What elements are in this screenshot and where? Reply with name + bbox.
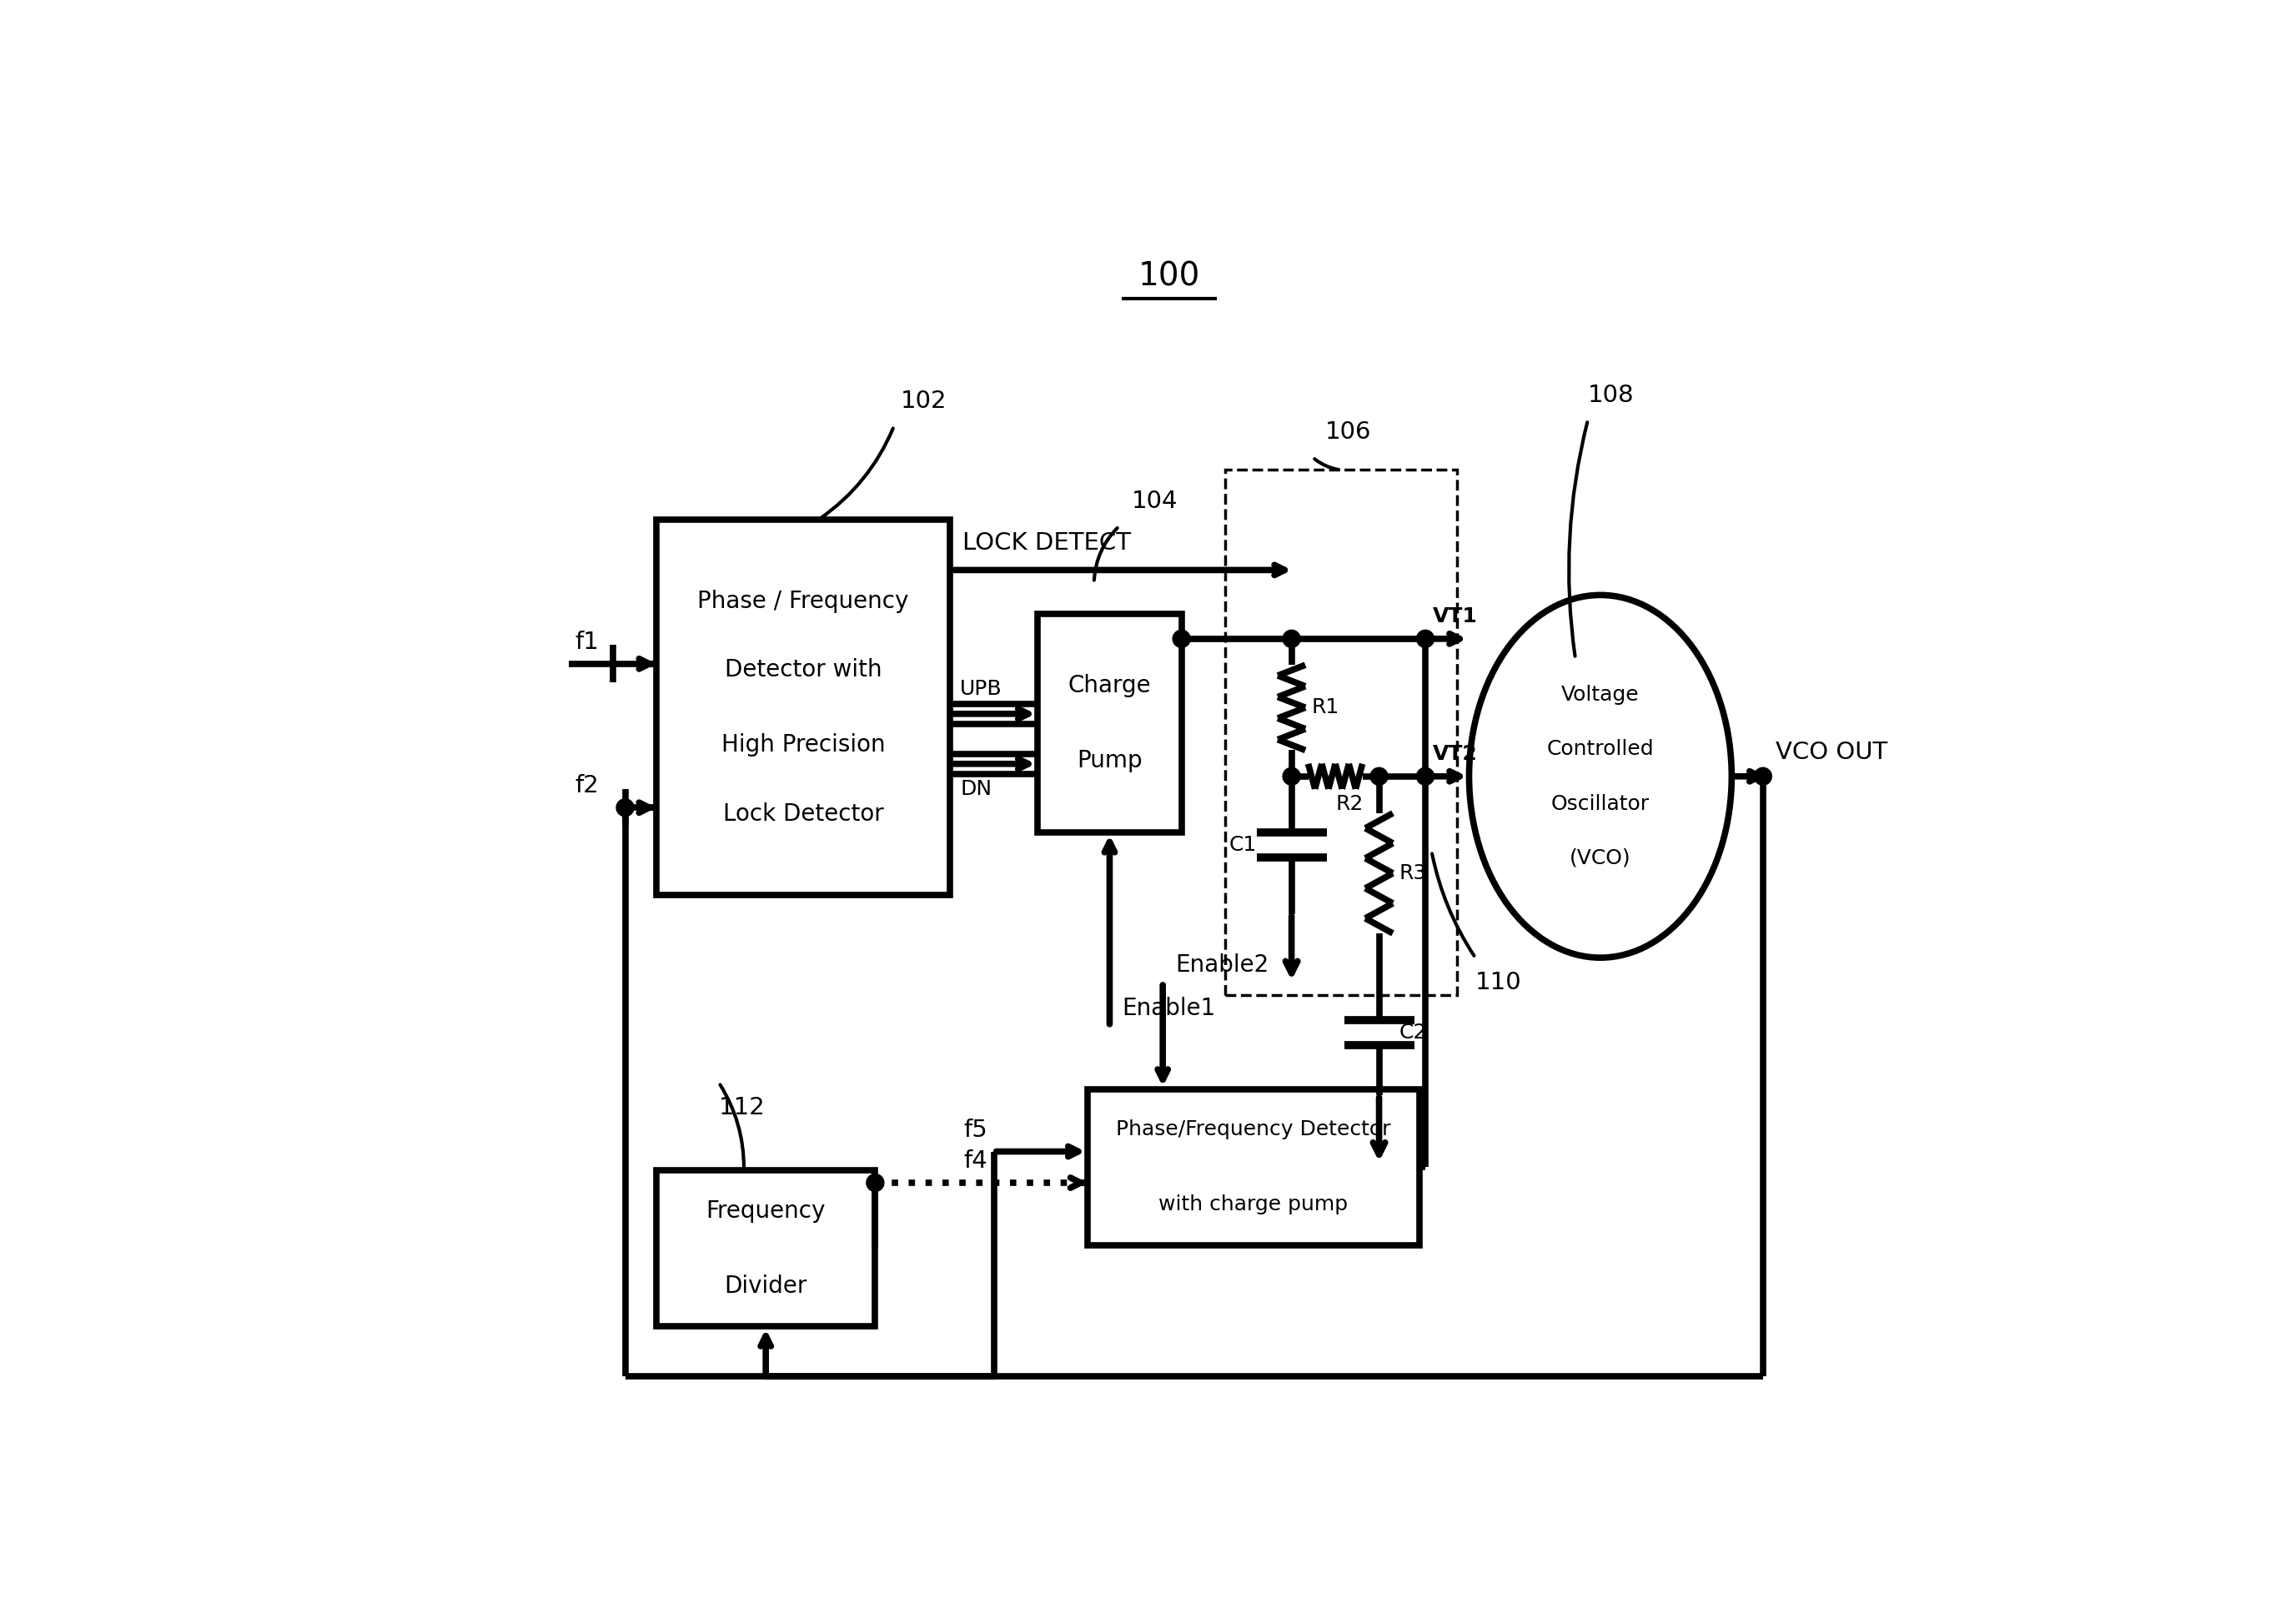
Circle shape bbox=[1282, 630, 1300, 648]
Circle shape bbox=[616, 799, 634, 817]
Text: 106: 106 bbox=[1325, 421, 1371, 443]
Text: (VCO): (VCO) bbox=[1569, 848, 1631, 867]
Circle shape bbox=[1417, 768, 1435, 784]
Text: Controlled: Controlled bbox=[1547, 739, 1654, 758]
Text: with charge pump: with charge pump bbox=[1159, 1195, 1348, 1215]
Text: f4: f4 bbox=[965, 1150, 988, 1173]
Circle shape bbox=[1172, 630, 1191, 648]
Text: VT1: VT1 bbox=[1432, 606, 1478, 627]
Text: VT2: VT2 bbox=[1432, 744, 1478, 763]
Bar bbox=[657, 1171, 876, 1327]
Text: UPB: UPB bbox=[960, 679, 1001, 698]
Bar bbox=[1225, 469, 1458, 996]
Text: 104: 104 bbox=[1131, 489, 1177, 513]
Text: 100: 100 bbox=[1138, 260, 1200, 292]
Text: Enable2: Enable2 bbox=[1175, 953, 1268, 976]
Text: 110: 110 bbox=[1476, 971, 1521, 994]
Circle shape bbox=[867, 1174, 885, 1192]
Bar bbox=[1038, 614, 1182, 833]
Text: Frequency: Frequency bbox=[707, 1199, 826, 1223]
Text: R2: R2 bbox=[1334, 794, 1364, 814]
Ellipse shape bbox=[1469, 594, 1731, 958]
Circle shape bbox=[1282, 768, 1300, 784]
Circle shape bbox=[1754, 768, 1772, 784]
Circle shape bbox=[1371, 768, 1387, 784]
Text: Enable1: Enable1 bbox=[1122, 997, 1216, 1020]
Text: Phase / Frequency: Phase / Frequency bbox=[698, 590, 908, 612]
Text: R1: R1 bbox=[1312, 698, 1339, 718]
Circle shape bbox=[1417, 630, 1435, 648]
Text: Voltage: Voltage bbox=[1560, 685, 1640, 705]
Text: Divider: Divider bbox=[725, 1275, 807, 1298]
Text: f1: f1 bbox=[575, 630, 600, 654]
Text: f2: f2 bbox=[575, 775, 600, 797]
Text: LOCK DETECT: LOCK DETECT bbox=[963, 531, 1131, 555]
Text: Charge: Charge bbox=[1068, 674, 1152, 697]
Text: High Precision: High Precision bbox=[721, 734, 885, 757]
Text: 108: 108 bbox=[1588, 383, 1633, 406]
Text: Pump: Pump bbox=[1077, 749, 1143, 773]
Text: Detector with: Detector with bbox=[725, 658, 883, 682]
Text: VCO OUT: VCO OUT bbox=[1775, 741, 1886, 763]
Text: DN: DN bbox=[960, 780, 992, 799]
Bar bbox=[657, 520, 951, 895]
Text: C1: C1 bbox=[1229, 835, 1257, 856]
Text: C2: C2 bbox=[1398, 1023, 1428, 1043]
Text: Oscillator: Oscillator bbox=[1551, 794, 1649, 814]
Text: 112: 112 bbox=[719, 1096, 766, 1119]
Text: 102: 102 bbox=[901, 390, 947, 412]
Text: R3: R3 bbox=[1398, 864, 1428, 883]
Text: f5: f5 bbox=[965, 1119, 988, 1142]
Bar bbox=[1088, 1090, 1419, 1246]
Text: Lock Detector: Lock Detector bbox=[723, 802, 883, 825]
Text: Phase/Frequency Detector: Phase/Frequency Detector bbox=[1115, 1119, 1391, 1140]
